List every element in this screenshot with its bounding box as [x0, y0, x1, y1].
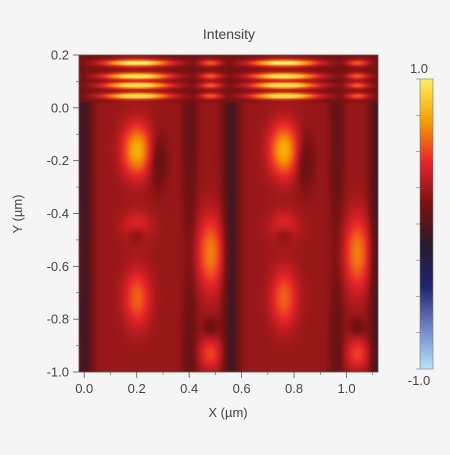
- x-tick-label: 0.2: [128, 381, 146, 396]
- colorbar-max-label: 1.0: [410, 61, 428, 76]
- y-tick-label: -0.4: [47, 206, 69, 221]
- x-tick-label: 0.6: [233, 381, 251, 396]
- heatmap-image: [79, 55, 378, 372]
- chart-title: Intensity: [203, 26, 255, 42]
- y-tick-label: -0.2: [47, 153, 69, 168]
- y-axis-label: Y (µm): [10, 194, 25, 233]
- x-tick-label: 0.8: [285, 381, 303, 396]
- y-tick-label: 0.0: [51, 100, 69, 115]
- y-tick-label: -1.0: [47, 365, 69, 380]
- y-tick-label: -0.8: [47, 312, 69, 327]
- colorbar-ticks: [416, 78, 420, 370]
- x-axis-label: X (µm): [208, 405, 247, 420]
- x-tick-label: 0.4: [180, 381, 198, 396]
- colorbar-gradient: [420, 79, 433, 369]
- colorbar: 1.0 -1.0: [408, 61, 434, 388]
- y-tick-label: -0.6: [47, 259, 69, 274]
- y-tick-label: 0.2: [51, 48, 69, 63]
- plot-area: 0.0 0.2 0.4 0.6 0.8 1.0 0.2 0.0 -0.2 -0.4 -0.6 -0.…: [47, 48, 379, 396]
- colorbar-min-label: -1.0: [408, 373, 430, 388]
- x-tick-label: 0.0: [75, 381, 93, 396]
- x-axis-ticks: 0.0 0.2 0.4 0.6 0.8 1.0: [75, 372, 374, 396]
- y-axis-ticks: 0.2 0.0 -0.2 -0.4 -0.6 -0.8 -1.0: [47, 48, 79, 380]
- x-tick-label: 1.0: [337, 381, 355, 396]
